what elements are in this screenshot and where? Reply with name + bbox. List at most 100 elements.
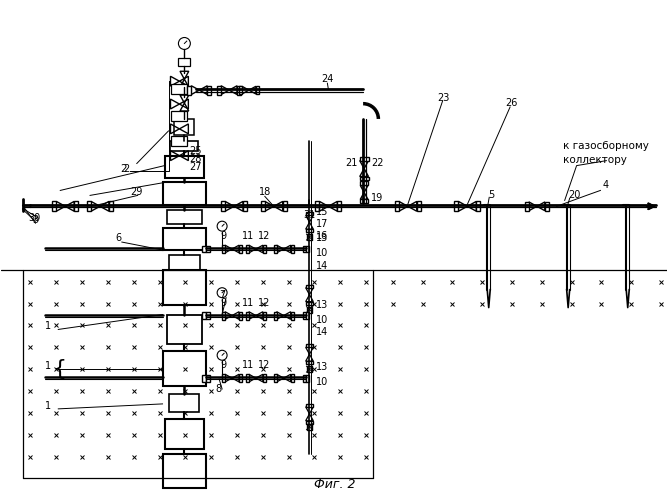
Bar — [172, 136, 187, 145]
Bar — [338, 202, 342, 211]
Bar — [164, 419, 204, 448]
Bar — [305, 229, 313, 232]
Text: 23: 23 — [437, 93, 450, 103]
Text: к газосборному
коллектору: к газосборному коллектору — [563, 140, 649, 164]
Text: 26: 26 — [505, 98, 517, 108]
Bar — [246, 312, 249, 320]
Text: 18: 18 — [259, 188, 271, 198]
Bar — [307, 306, 313, 312]
Bar — [178, 58, 191, 66]
Bar — [166, 314, 202, 344]
Bar — [360, 156, 368, 160]
Bar — [303, 246, 305, 252]
Bar — [307, 366, 313, 372]
Bar — [305, 404, 313, 407]
Bar — [303, 312, 305, 319]
Bar — [360, 200, 368, 203]
Text: Фиг. 2: Фиг. 2 — [313, 478, 355, 492]
Bar — [172, 84, 187, 94]
Bar — [164, 156, 204, 178]
Text: 12: 12 — [258, 231, 270, 241]
Bar — [172, 111, 187, 121]
Bar — [545, 202, 549, 211]
Bar — [263, 374, 266, 382]
Bar — [168, 255, 200, 270]
Bar — [174, 119, 195, 135]
Bar — [291, 312, 294, 320]
Text: 12: 12 — [258, 360, 270, 370]
Bar — [307, 424, 313, 430]
Bar — [222, 245, 225, 253]
Text: 6: 6 — [115, 233, 121, 243]
Bar — [206, 312, 210, 319]
Text: 13: 13 — [317, 300, 329, 310]
Bar — [87, 202, 91, 211]
Bar — [246, 374, 249, 382]
Text: 7: 7 — [219, 290, 225, 300]
Bar — [395, 202, 399, 211]
Bar — [291, 245, 294, 253]
Bar — [109, 202, 113, 211]
Text: 21: 21 — [346, 158, 358, 168]
Text: 12: 12 — [258, 298, 270, 308]
Bar — [170, 141, 199, 150]
Text: 14: 14 — [317, 261, 329, 271]
Bar — [206, 374, 210, 382]
Text: 31: 31 — [303, 210, 316, 220]
Bar — [187, 86, 191, 94]
Text: 5: 5 — [488, 190, 495, 200]
Bar — [221, 202, 225, 211]
Bar — [206, 246, 210, 252]
Text: 2: 2 — [123, 164, 129, 173]
Bar — [360, 176, 368, 180]
Text: 17: 17 — [317, 219, 329, 229]
Text: 1: 1 — [46, 361, 52, 371]
Bar — [261, 202, 265, 211]
Text: 11: 11 — [242, 298, 254, 308]
Bar — [239, 312, 242, 320]
Text: 20: 20 — [568, 190, 581, 200]
Bar — [202, 312, 206, 319]
Bar — [274, 245, 276, 253]
Bar — [291, 374, 294, 382]
Bar — [166, 210, 202, 224]
Text: 14: 14 — [317, 328, 329, 338]
Bar — [360, 182, 368, 186]
Bar — [303, 374, 305, 382]
Text: 28: 28 — [189, 154, 202, 164]
Bar — [305, 374, 309, 382]
Bar — [305, 302, 313, 304]
Bar — [74, 202, 78, 211]
Text: 15: 15 — [317, 208, 329, 218]
Bar — [476, 202, 480, 211]
Bar — [263, 312, 266, 320]
Bar — [282, 202, 287, 211]
Text: 9: 9 — [220, 360, 226, 370]
Bar — [162, 454, 206, 488]
Text: 9: 9 — [220, 298, 226, 308]
Text: 10: 10 — [317, 314, 329, 324]
Text: 1: 1 — [46, 322, 52, 332]
Bar — [222, 374, 225, 382]
Bar — [263, 245, 266, 253]
Text: 8: 8 — [215, 384, 221, 394]
Text: 29: 29 — [130, 188, 142, 198]
Bar — [305, 212, 313, 215]
Text: 13: 13 — [317, 362, 329, 372]
Bar — [202, 246, 206, 252]
Bar — [207, 86, 211, 94]
Text: 22: 22 — [371, 158, 384, 168]
Text: 1: 1 — [46, 401, 52, 411]
Text: 13: 13 — [317, 233, 329, 243]
Text: {: { — [52, 359, 66, 379]
Bar — [315, 202, 319, 211]
Bar — [305, 361, 313, 364]
Bar — [162, 228, 206, 250]
Text: 16: 16 — [317, 231, 329, 241]
Bar — [246, 245, 249, 253]
Text: 11: 11 — [242, 231, 254, 241]
Bar — [274, 312, 276, 320]
Bar — [305, 246, 309, 252]
Bar — [243, 202, 247, 211]
Bar — [52, 202, 56, 211]
